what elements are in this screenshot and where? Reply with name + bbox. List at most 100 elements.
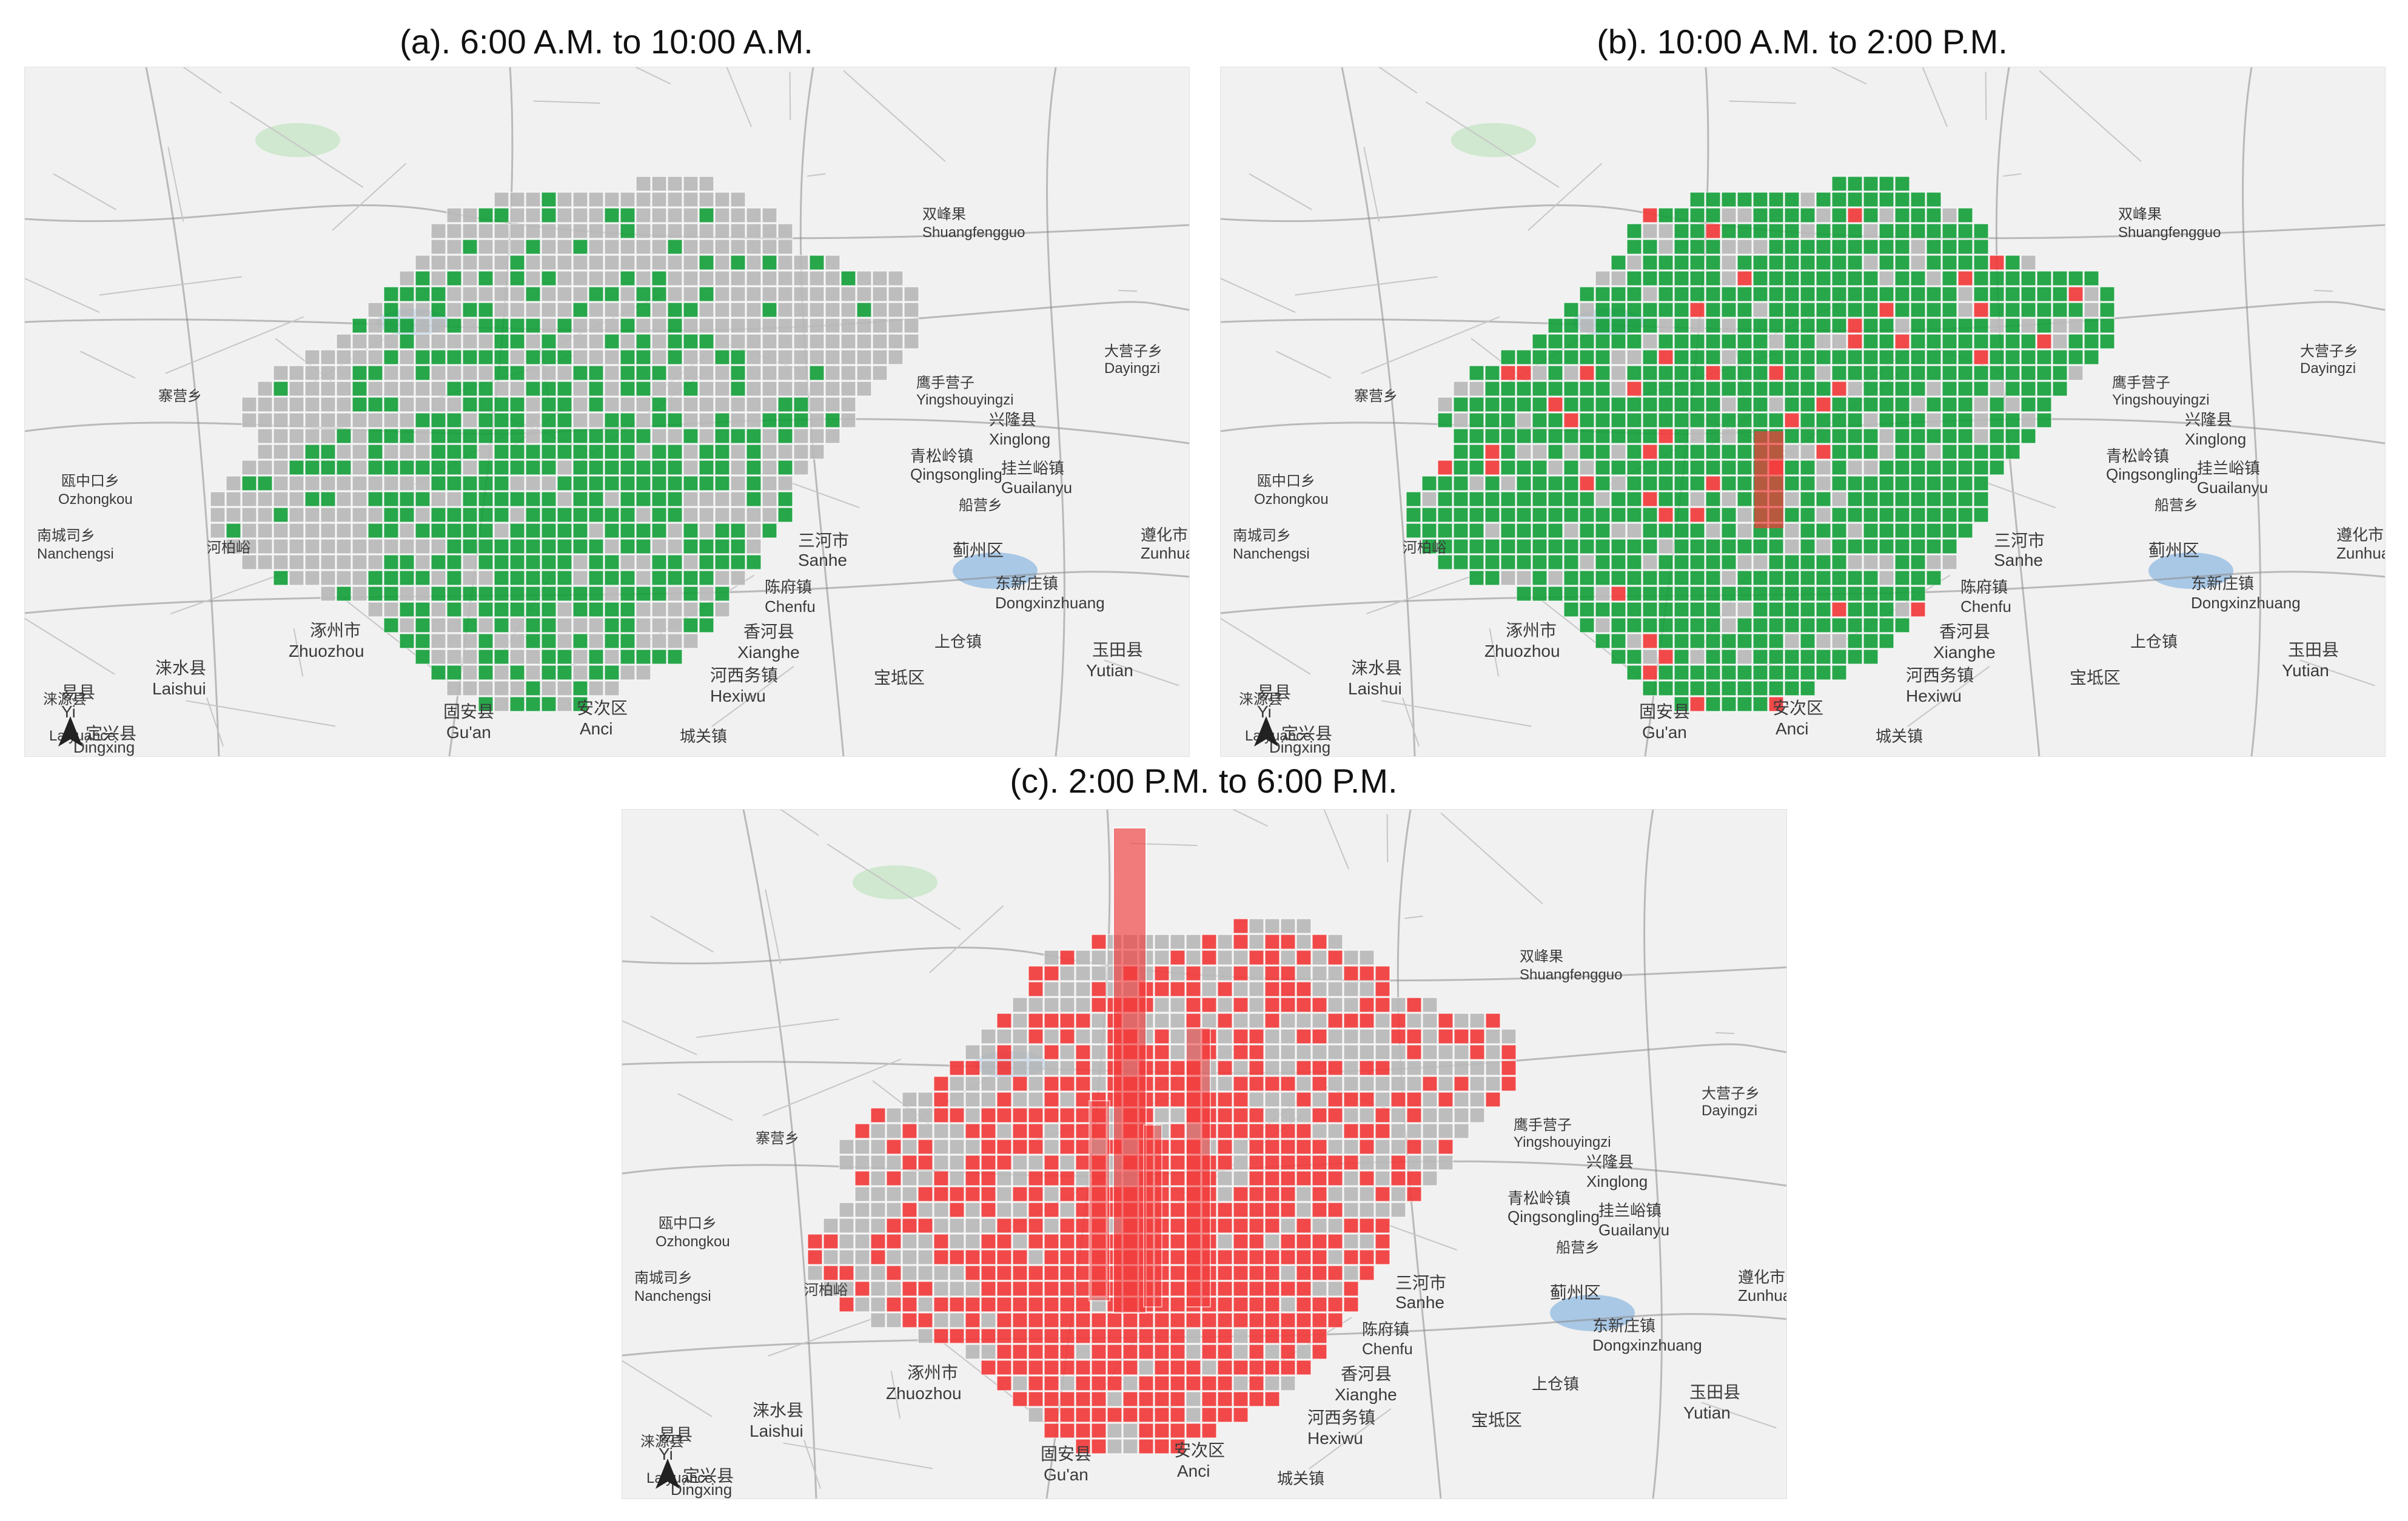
grid-cell — [1894, 617, 1910, 633]
grid-cell — [1705, 286, 1721, 302]
grid-cell — [683, 633, 699, 649]
grid-cell — [965, 1218, 981, 1234]
grid-cell — [1233, 950, 1249, 965]
grid-cell — [557, 523, 572, 539]
grid-cell — [2005, 349, 2021, 365]
grid-cell — [2099, 286, 2115, 302]
place-label-hebaiyu_cn: 河柏峪 — [207, 540, 250, 556]
grid-cell — [1280, 1360, 1296, 1375]
grid-cell — [2036, 412, 2052, 428]
grid-cell — [541, 255, 557, 270]
grid-cell — [1453, 554, 1469, 570]
grid-cell — [1343, 1013, 1359, 1029]
grid-cell — [777, 475, 793, 491]
grid-cell — [1563, 491, 1579, 507]
grid-cell — [651, 381, 667, 397]
grid-cell — [588, 475, 604, 491]
grid-cell — [557, 412, 572, 428]
grid-cell — [462, 286, 478, 302]
grid-cell — [1217, 1265, 1233, 1281]
grid-cell — [367, 586, 383, 602]
grid-cell — [1091, 1407, 1107, 1423]
grid-cell — [1406, 1060, 1422, 1076]
grid-cell — [746, 397, 762, 412]
grid-cell — [620, 334, 636, 349]
grid-cell — [1611, 318, 1626, 334]
grid-cell — [525, 349, 541, 365]
grid-cell — [1012, 1344, 1028, 1360]
grid-cell — [683, 617, 699, 633]
place-label-guan: Gu'an — [1044, 1465, 1088, 1484]
grid-cell — [2052, 349, 2068, 365]
grid-cell — [651, 412, 667, 428]
grid-cell — [1249, 1281, 1264, 1297]
grid-cell — [588, 491, 604, 507]
grid-cell — [807, 1234, 823, 1249]
grid-cell — [588, 586, 604, 602]
grid-cell — [1831, 302, 1847, 318]
grid-cell — [1863, 570, 1879, 586]
grid-cell — [557, 696, 572, 712]
grid-cell — [1516, 365, 1532, 381]
grid-cell — [1674, 302, 1689, 318]
grid-cell — [320, 365, 336, 381]
grid-cell — [981, 1328, 996, 1344]
grid-cell — [494, 428, 509, 444]
grid-cell — [509, 318, 525, 334]
grid-cell — [1233, 1328, 1249, 1344]
grid-cell — [2005, 334, 2021, 349]
grid-cell — [1170, 1391, 1186, 1407]
place-label-nanchengsi: Nanchengsi — [1233, 546, 1310, 562]
grid-cell — [730, 523, 746, 539]
grid-cell — [1752, 539, 1768, 554]
grid-cell — [367, 318, 383, 334]
grid-cell — [604, 680, 620, 696]
grid-cell — [1800, 570, 1816, 586]
grid-cell — [1044, 1423, 1059, 1439]
grid-cell — [257, 554, 273, 570]
grid-cell — [1154, 950, 1170, 965]
map-panel-b[interactable]: 涿州市 Zhuozhou 涞水县 Laishui 易县 Yi 固安县 Gu'an 安次区 Anci… — [1220, 67, 2386, 757]
grid-cell — [1044, 1312, 1059, 1328]
grid-cell — [1312, 1107, 1327, 1123]
grid-cell — [1469, 1029, 1485, 1044]
grid-cell — [839, 1249, 854, 1265]
map-panel-a[interactable]: 涿州市 Zhuozhou 涞水县 Laishui 易县 Yi 固安县 Gu'an 安次区 Anci… — [24, 67, 1190, 757]
grid-cell — [1831, 539, 1847, 554]
grid-cell — [1768, 349, 1784, 365]
grid-cell — [714, 286, 730, 302]
grid-cell — [1028, 1391, 1044, 1407]
grid-cell — [730, 444, 746, 460]
grid-cell — [509, 586, 525, 602]
grid-cell — [1831, 633, 1847, 649]
grid-cell — [762, 223, 777, 239]
grid-cell — [1044, 1375, 1059, 1391]
grid-cell — [1453, 539, 1469, 554]
grid-cell — [667, 570, 683, 586]
grid-cell — [1406, 1170, 1422, 1186]
grid-cell — [965, 1092, 981, 1107]
grid-cell — [304, 397, 320, 412]
map-panel-c[interactable]: 涿州市 Zhuozhou 涞水县 Laishui 易县 Yi 固安县 Gu'an 安次区 Anci… — [622, 809, 1787, 1499]
grid-cell — [241, 491, 257, 507]
grid-cell — [1721, 649, 1737, 665]
grid-cell — [1863, 444, 1879, 460]
grid-cell — [636, 381, 651, 397]
grid-cell — [257, 539, 273, 554]
grid-cell — [886, 1281, 902, 1297]
grid-cell — [415, 349, 431, 365]
grid-cell — [1737, 270, 1752, 286]
grid-cell — [651, 397, 667, 412]
grid-cell — [525, 286, 541, 302]
grid-cell — [683, 334, 699, 349]
place-label-sanhe_cn: 三河市 — [1994, 531, 2045, 550]
grid-cell — [1957, 239, 1973, 255]
grid-cell — [525, 460, 541, 475]
place-label-shuangfengguo_cn: 双峰果 — [1520, 949, 1563, 965]
grid-cell — [462, 680, 478, 696]
grid-cell — [1296, 1234, 1312, 1249]
grid-cell — [996, 1375, 1012, 1391]
